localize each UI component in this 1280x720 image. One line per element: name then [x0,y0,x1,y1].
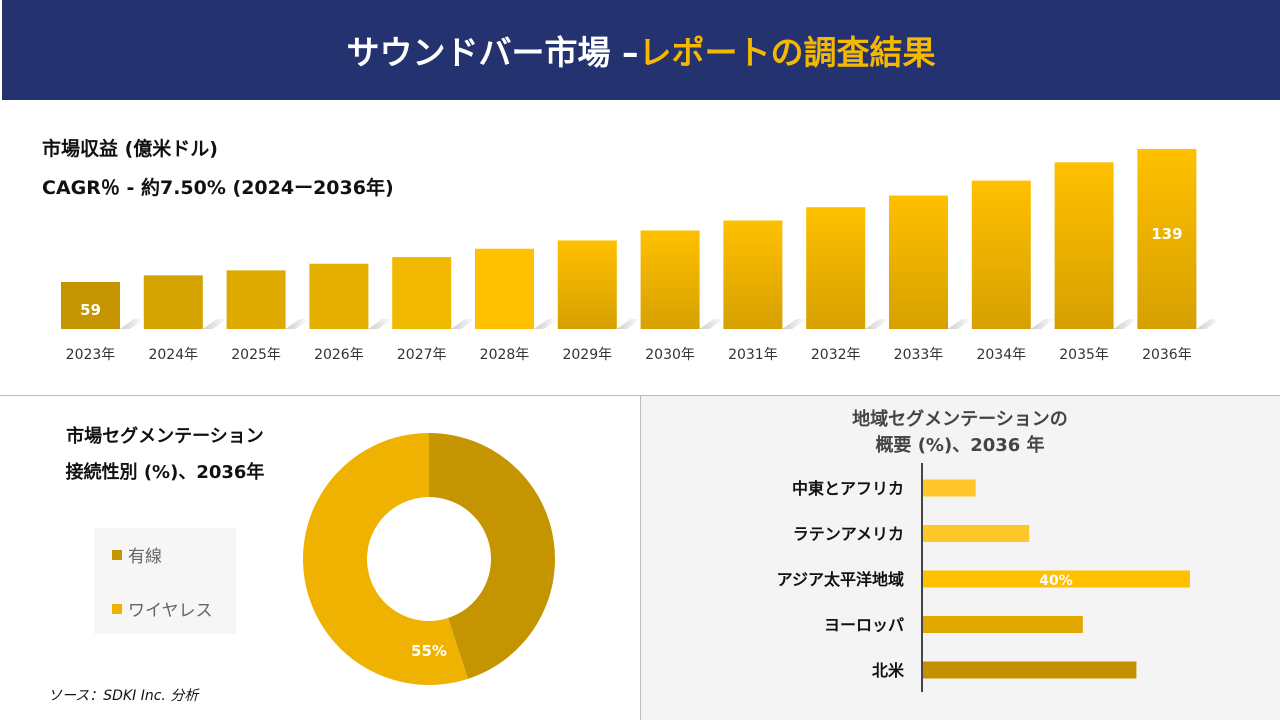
legend-swatch [112,549,122,560]
region-data-label: 40% [1039,573,1073,589]
bar-2029年 [557,240,617,329]
region-label: 北米 [872,661,905,680]
bar-2028年 [475,248,534,329]
legend-label: 有線 [128,547,162,567]
legend-item-wireless: ワイヤレス [112,596,213,621]
bar-data-label: 139 [1151,225,1182,243]
bar-shadow [451,319,476,329]
x-tick-label: 2036年 [1142,347,1192,363]
region-label: ヨーロッパ [824,616,904,635]
donut-data-label: 55% [411,642,447,660]
bar-shadow [782,319,807,329]
bar-2023年 [61,282,120,329]
bar-shadow [1196,319,1221,329]
region-bar [922,479,976,497]
donut-slice-wired [429,433,556,679]
bar-shadow [202,319,227,329]
region-bar [922,616,1083,633]
bar-2033年 [889,195,948,329]
divider [0,395,1280,396]
bar-shadow [948,319,972,329]
region-label: 中東とアフリカ [792,479,904,498]
region-bar [922,661,1137,679]
bar-shadow [534,319,558,329]
legend-swatch [112,603,122,614]
x-tick-label: 2026年 [314,347,364,363]
bar-2026年 [309,263,369,329]
bar-shadow [616,319,641,329]
revenue-bar-chart: 2023年 59 2024年 2025年 2026年 2027年 2028年 2029年 203… [61,149,1221,363]
source-note: ソース：SDKI Inc. 分析 [48,688,199,704]
bar-2025年 [226,270,286,329]
bar-2032年 [806,207,866,329]
page-title-accent: レポートの調査結果 [638,33,936,72]
region-bar [922,570,1190,588]
x-tick-label: 2030年 [645,347,695,363]
bar-shadow [1030,319,1055,329]
x-tick-label: 2034年 [976,347,1026,363]
x-tick-label: 2035年 [1059,347,1109,363]
legend-item-wired: 有線 [112,542,162,567]
bar-shadow [699,319,724,329]
bar-2031年 [723,220,783,329]
bar-shadow [285,319,310,329]
bar-2035年 [1054,162,1114,329]
header-banner: サウンドバー市場 – レポートの調査結果 [2,0,1280,100]
x-tick-label: 2023年 [66,347,116,363]
bar-shadow [1113,319,1138,329]
x-tick-label: 2025年 [231,347,281,363]
donut-legend: 有線 ワイヤレス [94,528,236,634]
bar-shadow [368,319,393,329]
x-tick-label: 2024年 [148,347,198,363]
segment-title-line2: 接続性別 (%)、2036年 [65,462,265,483]
segment-title-line1: 市場セグメンテーション [66,426,264,447]
x-tick-label: 2028年 [480,347,530,363]
region-label: アジア太平洋地域 [777,570,904,589]
bar-2036年 [1137,149,1197,329]
region-bar [922,525,1030,542]
region-title-line2: 概要 (%)、2036 年 [875,435,1045,456]
cagr-text: CAGR％ - 約7.50% (2024ー2036年) [42,177,394,199]
legend-label: ワイヤレス [128,601,213,621]
bar-2030年 [640,230,700,329]
x-tick-label: 2031年 [728,347,778,363]
x-tick-label: 2029年 [562,347,612,363]
page-title: サウンドバー市場 – [346,33,639,72]
bar-shadow [865,319,890,329]
region-title-line1: 地域セグメンテーションの [852,409,1068,430]
revenue-title: 市場収益 (億米ドル) [42,138,218,160]
bar-2034年 [971,180,1031,329]
x-tick-label: 2033年 [894,347,944,363]
bar-2027年 [392,257,452,329]
bar-data-label: 59 [80,301,101,319]
donut-slice-wireless [303,433,468,685]
x-tick-label: 2027年 [397,347,447,363]
connectivity-donut-chart: 55% [303,433,556,685]
x-tick-label: 2032年 [811,347,861,363]
region-label: ラテンアメリカ [793,525,904,544]
bar-shadow [120,319,144,329]
bar-2024年 [143,275,203,329]
